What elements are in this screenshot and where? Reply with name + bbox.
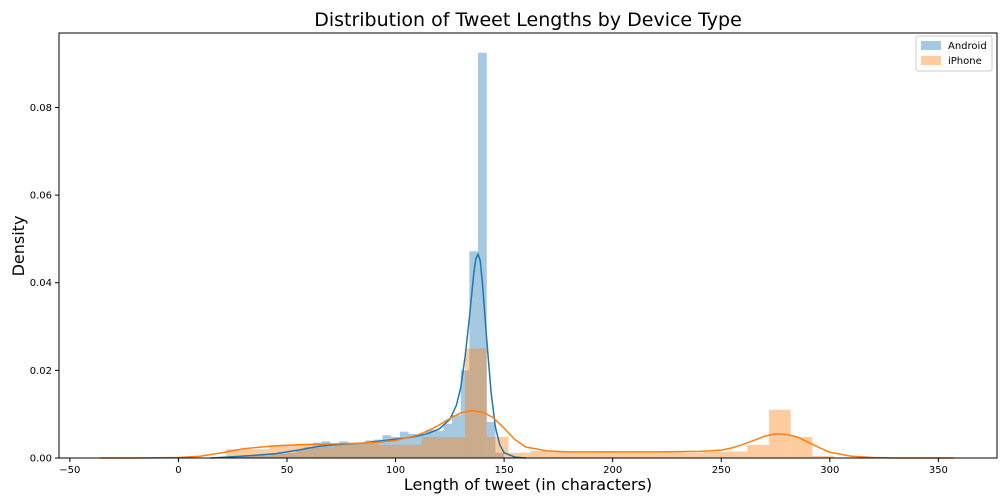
android-bar-27 — [460, 370, 470, 458]
iphone-bar-2 — [313, 447, 335, 458]
android-bar-29 — [478, 52, 487, 458]
android-bar-1 — [234, 456, 244, 458]
android-bar-24 — [434, 430, 444, 458]
y-tick-label: 0.08 — [30, 103, 52, 114]
y-tick-label: 0.06 — [30, 191, 52, 202]
android-bar-16 — [365, 440, 374, 458]
android-bar-21 — [408, 433, 418, 458]
x-tick-label: 50 — [281, 465, 294, 476]
android-bar-11 — [321, 441, 331, 458]
x-axis-ticks: −50 0 50 100 150 200 250 300 350 — [59, 458, 948, 476]
iphone-bar-7 — [486, 436, 509, 458]
x-tick-label: 100 — [386, 465, 405, 476]
android-bar-20 — [399, 431, 409, 458]
x-tick-label: 350 — [929, 465, 948, 476]
legend-swatch-iphone — [921, 56, 941, 65]
iphone-bar-16 — [682, 452, 704, 458]
android-bar-26 — [452, 415, 461, 458]
legend-swatch-android — [921, 41, 941, 50]
android-bar-12 — [330, 444, 340, 458]
android-bar-23 — [425, 429, 435, 458]
plot-area-frame — [58, 32, 998, 459]
iphone-bar-0 — [226, 449, 270, 458]
iphone-bar-14 — [638, 451, 661, 458]
android-bar-25 — [443, 423, 453, 458]
kde-layer — [100, 252, 954, 459]
iphone-bar-11 — [573, 451, 596, 458]
android-bar-9 — [304, 447, 314, 458]
x-tick-label: 300 — [820, 465, 839, 476]
iphone-bar-12 — [595, 451, 618, 458]
android-kde-line — [210, 252, 526, 459]
android-bar-28 — [469, 251, 479, 458]
android-bar-2 — [243, 456, 253, 458]
android-bar-15 — [356, 442, 366, 458]
legend: Android iPhone — [915, 35, 993, 72]
legend-label-iphone: iPhone — [948, 56, 982, 67]
android-bar-17 — [373, 439, 383, 458]
chart-title: Distribution of Tweet Lengths by Device … — [314, 9, 742, 31]
android-bar-6 — [278, 453, 287, 458]
iphone-kde-line — [100, 409, 954, 459]
y-tick-label: 0.02 — [30, 366, 52, 377]
y-tick-label: 0.04 — [30, 278, 52, 289]
android-bar-31 — [495, 452, 505, 458]
android-bar-13 — [339, 441, 348, 458]
x-axis-title: Length of tweet (in characters) — [404, 475, 652, 494]
iphone-bar-22 — [812, 455, 835, 458]
x-tick-label: −50 — [59, 465, 80, 476]
iphone-bar-17 — [703, 451, 726, 458]
android-bar-8 — [295, 450, 305, 458]
iphone-bar-3 — [334, 443, 379, 458]
legend-label-android: Android — [948, 41, 987, 52]
iphone-bar-6 — [465, 348, 487, 458]
android-bar-14 — [347, 442, 357, 458]
iphone-bar-15 — [660, 451, 683, 458]
y-axis-title: Density — [9, 216, 28, 277]
iphone-bar-9 — [530, 450, 552, 458]
iphone-bar-19 — [747, 444, 770, 458]
android-bar-22 — [417, 435, 426, 458]
android-bar-7 — [286, 452, 296, 458]
iphone-bar-8 — [508, 452, 531, 458]
x-tick-label: 250 — [712, 465, 731, 476]
iphone-bar-4 — [378, 444, 422, 458]
android-bar-30 — [486, 422, 496, 458]
iphone-bar-21 — [790, 436, 813, 458]
x-tick-label: 0 — [175, 465, 181, 476]
android-bar-3 — [252, 455, 261, 458]
android-bar-4 — [260, 455, 270, 458]
android-bar-18 — [382, 435, 392, 458]
android-bar-5 — [269, 454, 279, 458]
x-tick-label: 150 — [495, 465, 514, 476]
iphone-bar-18 — [725, 451, 748, 458]
x-tick-label: 200 — [603, 465, 622, 476]
legend-box — [915, 35, 993, 72]
y-tick-label: 0.00 — [30, 454, 52, 465]
iphone-bar-13 — [617, 451, 639, 458]
iphone-bar-10 — [551, 451, 574, 458]
android-bar-10 — [313, 442, 322, 458]
bars-layer — [226, 52, 835, 458]
iphone-bar-5 — [421, 436, 466, 458]
android-bar-19 — [391, 436, 400, 458]
y-axis-ticks: 0.00 0.02 0.04 0.06 0.08 — [30, 103, 59, 465]
